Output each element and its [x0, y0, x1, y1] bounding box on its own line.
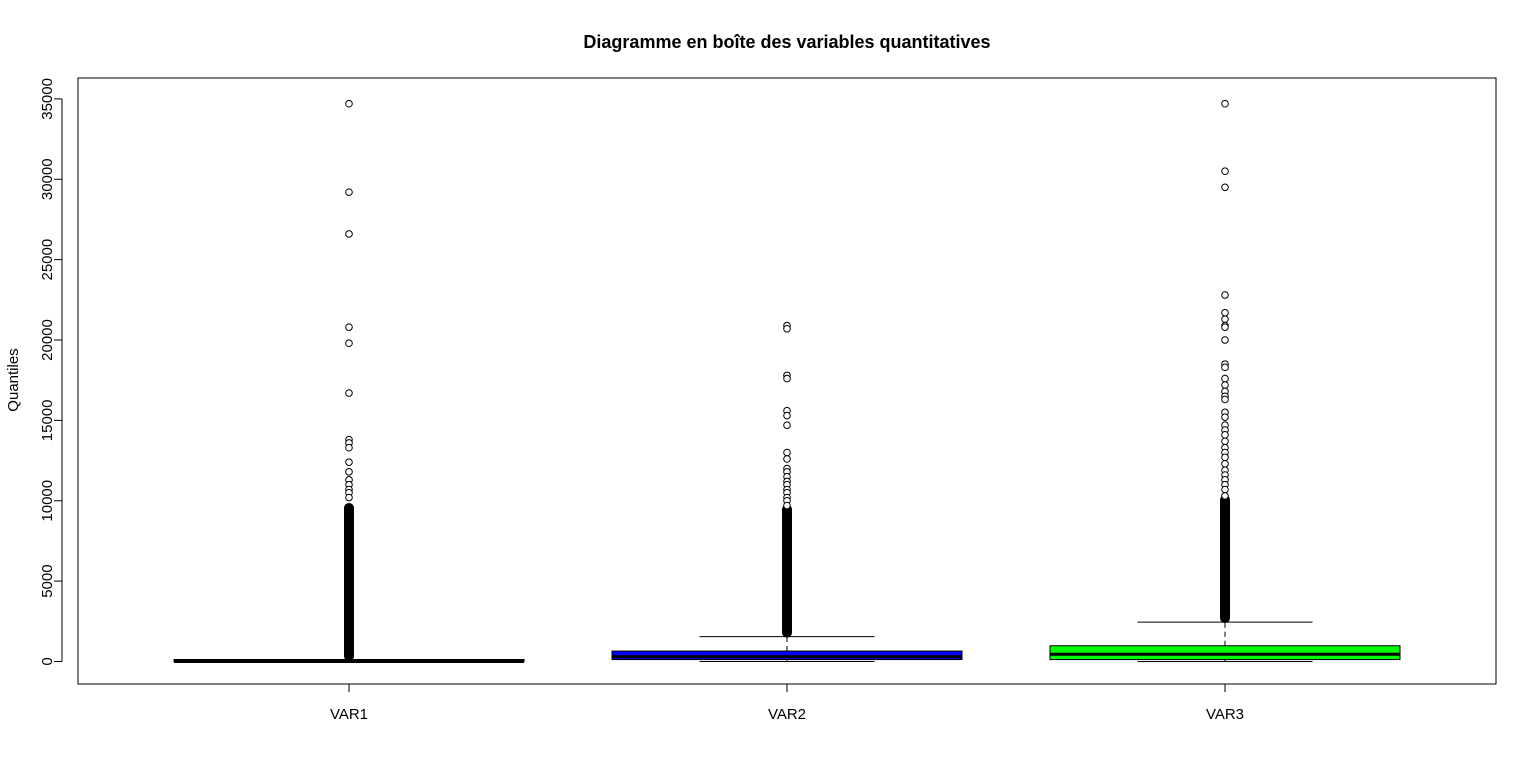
outlier-point	[1221, 459, 1229, 468]
y-tick-label: 5000	[39, 564, 56, 597]
box-var2	[611, 321, 963, 662]
y-axis: 0 5000 10000 15000 20000 25000 30000 35000	[39, 78, 63, 666]
x-axis: VAR1 VAR2 VAR3	[330, 684, 1244, 723]
x-tick-label: VAR2	[768, 706, 806, 723]
outlier-point	[783, 411, 791, 420]
outlier-point	[1221, 183, 1229, 192]
chart-title: Diagramme en boîte des variables quantit…	[583, 32, 990, 52]
y-tick-label: 25000	[39, 239, 56, 281]
x-tick-label: VAR3	[1206, 706, 1244, 723]
outlier-point	[1221, 492, 1229, 500]
outlier-point	[1221, 374, 1229, 383]
outlier-point	[345, 389, 353, 397]
outlier-point	[1221, 381, 1229, 389]
outlier-point	[345, 339, 353, 348]
outlier-point	[345, 443, 353, 452]
outlier-point	[1221, 336, 1229, 344]
y-tick-label: 15000	[39, 400, 56, 442]
outlier-point	[1221, 431, 1229, 439]
y-tick-label: 35000	[39, 78, 56, 120]
outlier-point	[345, 468, 353, 476]
outlier-point	[345, 493, 353, 502]
outlier-point	[1221, 291, 1229, 299]
outlier-point	[1221, 413, 1229, 421]
y-tick-label: 10000	[39, 480, 56, 522]
y-tick-label: 30000	[39, 158, 56, 200]
outlier-point	[1221, 99, 1229, 108]
box-var1	[173, 99, 525, 663]
outlier-point	[1221, 363, 1229, 372]
outlier-point	[1221, 453, 1229, 462]
box-body	[1049, 645, 1401, 661]
outlier-point	[783, 374, 791, 383]
outlier-point	[783, 501, 791, 510]
outlier-point	[345, 188, 353, 196]
y-axis-label: Quantiles	[5, 348, 22, 411]
outlier-point	[345, 323, 353, 331]
x-tick-label: VAR1	[330, 706, 368, 723]
y-tick-label: 0	[39, 657, 56, 665]
box-var3	[1049, 99, 1401, 662]
outlier-point	[783, 448, 791, 457]
outlier-point	[783, 455, 791, 463]
outlier-point	[783, 324, 791, 333]
outlier-point	[1221, 437, 1229, 446]
outlier-point	[345, 458, 353, 466]
outlier-point	[1221, 167, 1229, 176]
outlier-point	[1221, 485, 1229, 494]
outlier-point	[783, 421, 791, 430]
outlier-point	[1221, 395, 1229, 404]
outlier-point	[345, 230, 353, 238]
outlier-point	[1221, 323, 1229, 331]
y-tick-label: 20000	[39, 319, 56, 361]
outlier-point	[1221, 315, 1229, 323]
boxes-layer	[173, 99, 1401, 663]
outlier-point	[345, 99, 353, 108]
outlier-point	[1221, 308, 1229, 317]
